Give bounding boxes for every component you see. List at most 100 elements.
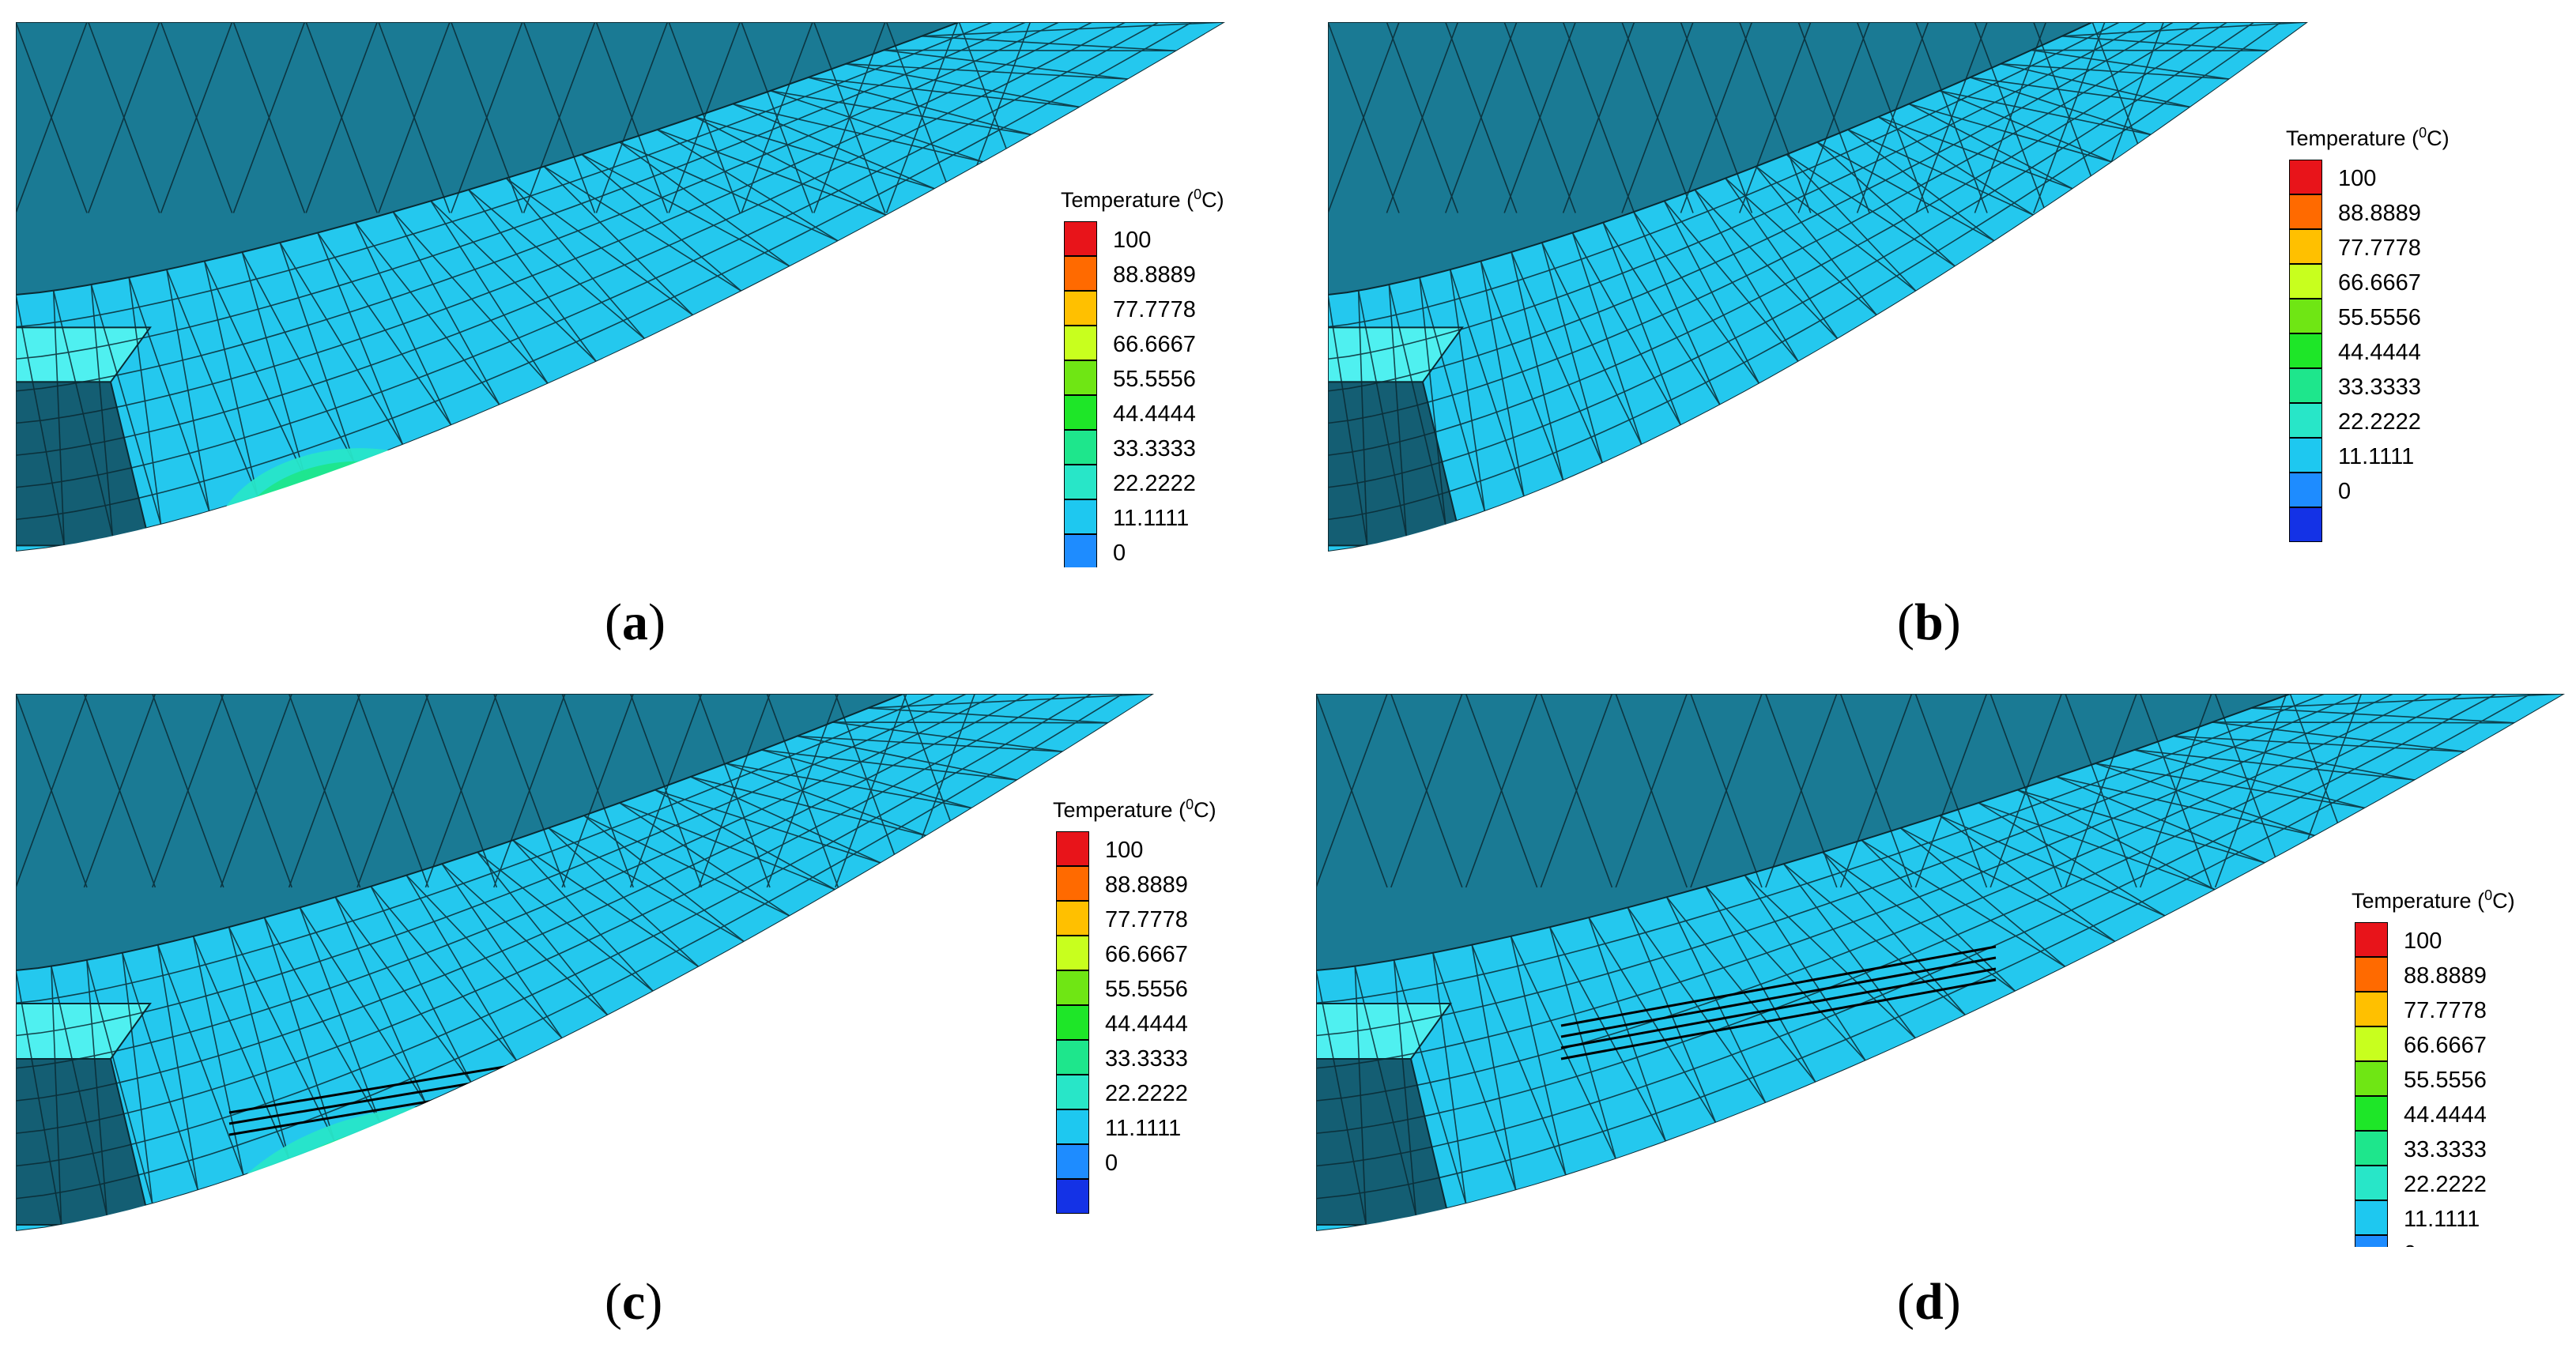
legend-tick-label: 66.6667 (1105, 942, 1188, 967)
mesh-edge (846, 63, 1129, 80)
mesh-edge (1756, 166, 1917, 292)
mesh-edge (1602, 222, 1721, 405)
mesh-edge (1465, 694, 1538, 888)
mesh-edge (160, 22, 233, 213)
mesh-edge (2065, 694, 2137, 888)
mesh-edge (128, 277, 210, 512)
mesh-edge (451, 22, 523, 213)
legend-tick-label: 44.4444 (2338, 340, 2421, 365)
legend-swatch (2355, 1166, 2388, 1200)
mesh-edge (122, 952, 199, 1191)
legend-swatch (2355, 1061, 2388, 1096)
mesh-edge (2033, 22, 2106, 213)
mesh-edge (16, 22, 1193, 521)
mesh-edge (1739, 22, 1812, 213)
legend-swatch (2289, 403, 2322, 438)
legend-tick-label: 33.3333 (1105, 1046, 1188, 1072)
mesh-edge (619, 141, 839, 242)
mesh-edge (1663, 200, 1799, 363)
mesh-edge (2251, 694, 2566, 709)
mesh-edge (1316, 694, 1388, 888)
legend-tick-label: 66.6667 (1113, 332, 1196, 357)
legend-swatch (2355, 1096, 2388, 1131)
mesh-edge (1847, 129, 2035, 217)
legend-tick-label: 44.4444 (2404, 1102, 2487, 1128)
mesh-edge (1445, 22, 1518, 213)
legend-swatch (1056, 831, 1089, 866)
legend-swatch (2289, 368, 2322, 403)
mesh-edge (1978, 802, 2216, 891)
mesh-edge (83, 694, 157, 888)
mesh-edge (16, 694, 998, 1069)
mesh-edge (1621, 22, 1694, 213)
legend-swatch (2289, 264, 2322, 299)
legend-swatch (2355, 957, 2388, 992)
legend-swatch (2355, 1131, 2388, 1166)
legend-swatch (1056, 901, 1089, 936)
legend-tick-label: 88.8889 (2404, 963, 2487, 989)
legend-swatch (2355, 992, 2388, 1026)
mesh-edge (1316, 694, 2463, 1135)
mesh-edge (1615, 694, 1688, 888)
mesh-edge (2212, 721, 2515, 724)
outside-mask (1316, 694, 2573, 1247)
legend-swatch (2289, 160, 2322, 194)
legend-tick-label: 33.3333 (2404, 1137, 2487, 1162)
legend-tick-label: 66.6667 (2338, 270, 2421, 296)
legend-tick-label: 55.5556 (2338, 305, 2421, 330)
mesh-edge (378, 22, 451, 213)
panel-a: Temperature (0C) 100 88.8889 77.7778 66.666… (16, 22, 1280, 567)
heater-line (1560, 956, 1997, 1038)
legend-swatch (1056, 1075, 1089, 1109)
legend-swatch (1056, 970, 1089, 1005)
legend-swatch (1056, 1109, 1089, 1144)
legend-swatch (1064, 360, 1097, 395)
mesh-edge (1328, 22, 2255, 488)
mesh-edge (1480, 261, 1564, 481)
mesh-edge (1694, 189, 1839, 340)
legend-swatch (2355, 1235, 2388, 1247)
mesh-edge (1633, 211, 1760, 385)
mesh-edge (1990, 694, 2062, 888)
mesh-edge (1690, 694, 1763, 888)
legend-tick-label: 100 (1113, 228, 1152, 253)
mesh-edge (885, 22, 959, 213)
mesh-edge (548, 827, 745, 943)
mesh-edge (1316, 694, 2325, 1004)
inner-surface (16, 22, 960, 296)
mesh-edge (1419, 277, 1486, 512)
mesh-edge (2214, 694, 2287, 888)
mesh-edge (1511, 251, 1603, 464)
mesh-edge (228, 926, 335, 1142)
mesh-edge (203, 261, 307, 481)
mesh-edge (797, 735, 1063, 753)
mesh-edge (2001, 63, 2230, 80)
legend-swatch (1064, 395, 1097, 430)
mesh-edge (16, 694, 967, 1037)
mesh-view-b (1328, 22, 2569, 567)
mesh-edge (2031, 49, 2269, 52)
mesh-edge (522, 22, 596, 213)
mesh-edge (16, 22, 1160, 488)
legend-tick-label: 22.2222 (1105, 1081, 1188, 1106)
legend-tick-label: 0 (2404, 1243, 2416, 1248)
mesh-edge (86, 959, 153, 1204)
legend-swatch (1056, 936, 1089, 970)
mesh-edge (1856, 22, 1929, 213)
mesh-edge (317, 232, 452, 426)
caption-a: (a) (605, 593, 666, 651)
mesh-edge (2017, 789, 2266, 864)
mesh-edge (392, 211, 549, 385)
mesh-edge (1939, 90, 2152, 136)
mesh-edge (883, 49, 1177, 52)
mesh-edge (1316, 694, 2394, 1069)
mesh-edge (1705, 886, 1866, 1061)
mesh-edge (1725, 177, 1877, 316)
mesh-edge (2173, 735, 2465, 753)
mesh-edge (1328, 22, 2147, 360)
legend-tick-label: 0 (1113, 540, 1126, 566)
mesh-edge (16, 22, 1026, 360)
outside-mask (16, 694, 1280, 1247)
mesh-edge (299, 906, 427, 1104)
mesh-edge (1908, 103, 2113, 163)
